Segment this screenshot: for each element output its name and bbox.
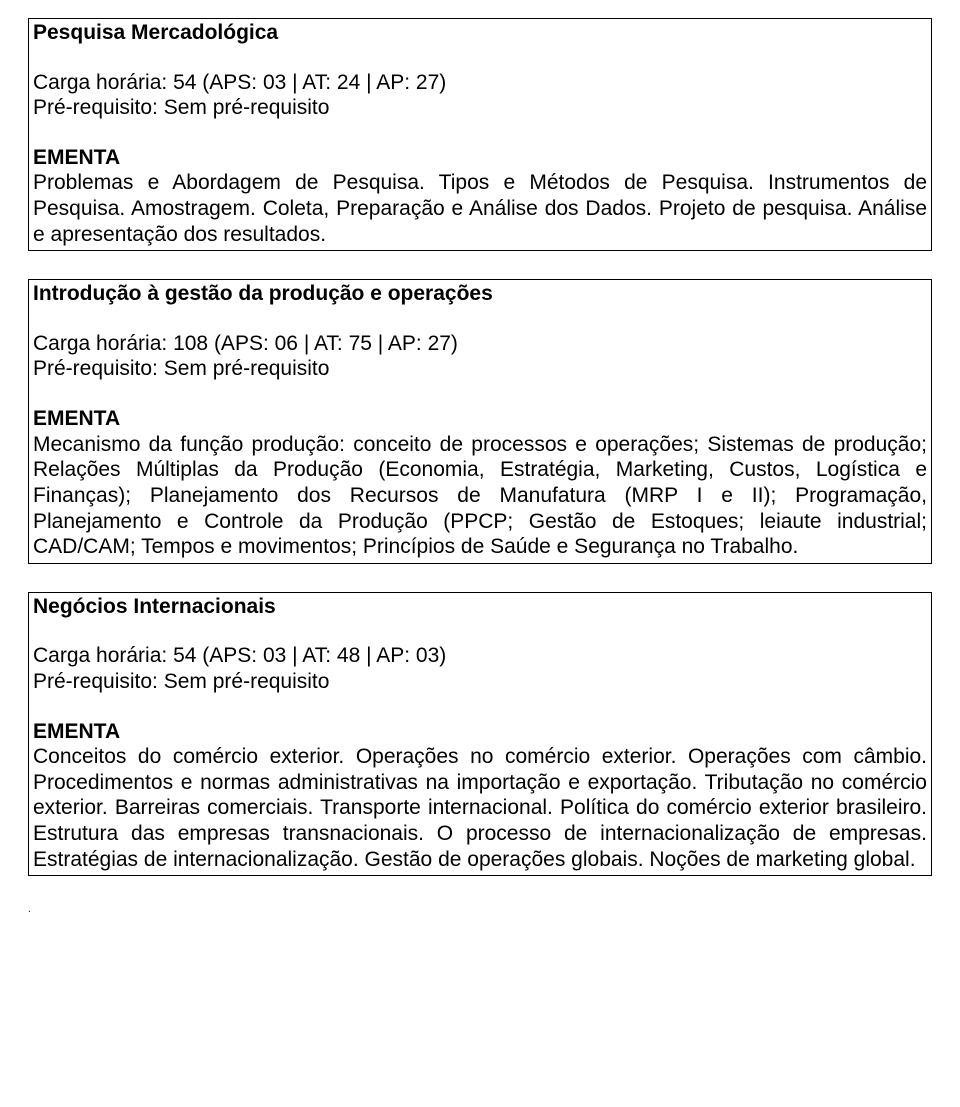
course-box-2: Introdução à gestão da produção e operaç… xyxy=(28,279,932,563)
course-box-3: Negócios Internacionais Carga horária: 5… xyxy=(28,592,932,876)
ementa-label: EMENTA xyxy=(33,406,927,432)
course-prereq: Pré-requisito: Sem pré-requisito xyxy=(33,669,927,695)
course-carga: Carga horária: 108 (APS: 06 | AT: 75 | A… xyxy=(33,331,927,357)
ementa-text: Conceitos do comércio exterior. Operaçõe… xyxy=(33,744,927,872)
course-title: Introdução à gestão da produção e operaç… xyxy=(33,281,927,307)
course-carga: Carga horária: 54 (APS: 03 | AT: 24 | AP… xyxy=(33,70,927,96)
ementa-label: EMENTA xyxy=(33,145,927,171)
course-title: Pesquisa Mercadológica xyxy=(33,20,927,46)
course-prereq: Pré-requisito: Sem pré-requisito xyxy=(33,95,927,121)
spacer xyxy=(33,307,927,331)
spacer xyxy=(33,619,927,643)
ementa-text: Problemas e Abordagem de Pesquisa. Tipos… xyxy=(33,170,927,247)
spacer xyxy=(33,121,927,145)
spacer xyxy=(33,46,927,70)
spacer xyxy=(33,695,927,719)
trailing-dot: . xyxy=(28,904,932,916)
ementa-text: Mecanismo da função produção: conceito d… xyxy=(33,432,927,560)
course-carga: Carga horária: 54 (APS: 03 | AT: 48 | AP… xyxy=(33,643,927,669)
course-box-1: Pesquisa Mercadológica Carga horária: 54… xyxy=(28,18,932,251)
spacer xyxy=(33,382,927,406)
course-prereq: Pré-requisito: Sem pré-requisito xyxy=(33,356,927,382)
ementa-label: EMENTA xyxy=(33,719,927,745)
course-title: Negócios Internacionais xyxy=(33,594,927,620)
